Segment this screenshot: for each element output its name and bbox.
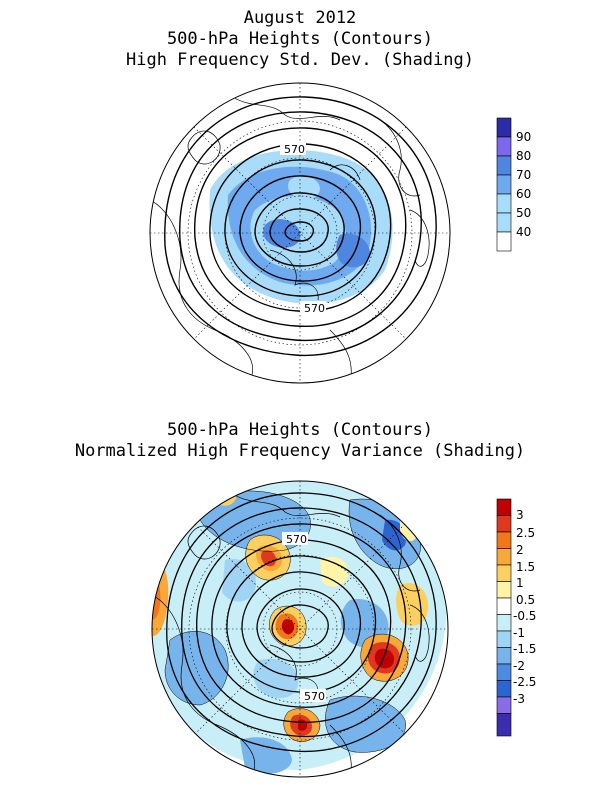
top-contour-label-1: 570: [284, 143, 305, 156]
bottom-colorbar-label-neg-3: -3: [513, 692, 525, 706]
top-colorbar: 90 80 70 60 50 40: [496, 117, 531, 252]
top-colorbar-label-40: 40: [516, 225, 531, 239]
bottom-contour-label-2: 570: [304, 690, 325, 703]
bottom-colorbar-label-neg-2: -2: [513, 659, 525, 673]
bottom-colorbar-label-3: 3: [516, 508, 524, 522]
bottom-coastlines: [152, 491, 430, 777]
bottom-contour-label-bg-2: [300, 689, 326, 702]
top-colorbar-label-50: 50: [516, 206, 531, 220]
bottom-title-line-1: 500-hPa Heights (Contours): [166, 420, 434, 440]
top-colorbar-label-90: 90: [516, 130, 531, 144]
bottom-colorbar-label-neg-2-5: -2.5: [513, 675, 536, 689]
top-polar-map: 570 570: [149, 82, 451, 384]
top-contour-label-bg-2: [300, 301, 326, 314]
top-panel-title: August 2012 500-hPa Heights (Contours) H…: [0, 8, 600, 71]
bottom-colorbar-label-1-5: 1.5: [516, 560, 535, 574]
bottom-map-border: [151, 480, 449, 778]
bottom-graticule: [152, 481, 448, 777]
bottom-variance-contour-lines: [164, 490, 421, 753]
bottom-colorbar: 3 2.5 2 1.5 1 0.5 -0.5 -1 -1.5 -2 -2.5 -…: [496, 498, 536, 737]
top-title-line-1: August 2012: [243, 8, 357, 28]
bottom-panel-title: 500-hPa Heights (Contours) Normalized Hi…: [0, 420, 600, 462]
bottom-colorbar-label-neg-1: -1: [513, 626, 525, 640]
bottom-colorbar-label-neg-0-5: -0.5: [513, 609, 536, 623]
bottom-title-line-2: Normalized High Frequency Variance (Shad…: [74, 441, 526, 461]
top-title-line-2: 500-hPa Heights (Contours): [166, 29, 434, 49]
top-map-border: [149, 82, 451, 384]
bottom-colorbar-label-neg-1-5: -1.5: [513, 642, 536, 656]
bottom-colorbar-label-2: 2: [516, 543, 524, 557]
bottom-colorbar-label-0-5: 0.5: [516, 593, 535, 607]
bottom-contour-label-1: 570: [286, 533, 307, 546]
bottom-polar-map: 570 570: [151, 480, 449, 778]
top-colorbar-label-60: 60: [516, 187, 531, 201]
top-colorbar-label-70: 70: [516, 168, 531, 182]
top-contour-label-bg-1: [280, 142, 306, 155]
top-std-dev-shading: [209, 150, 393, 304]
top-height-contours: [164, 96, 437, 357]
bottom-colorbar-label-2-5: 2.5: [516, 526, 535, 540]
top-contour-label-2: 570: [304, 302, 325, 315]
top-title-line-3: High Frequency Std. Dev. (Shading): [126, 50, 474, 70]
bottom-height-contours: [166, 492, 437, 753]
bottom-variance-shading: [152, 481, 447, 774]
top-colorbar-label-80: 80: [516, 149, 531, 163]
bottom-colorbar-label-1: 1: [516, 576, 524, 590]
bottom-contour-label-bg-1: [282, 532, 308, 545]
